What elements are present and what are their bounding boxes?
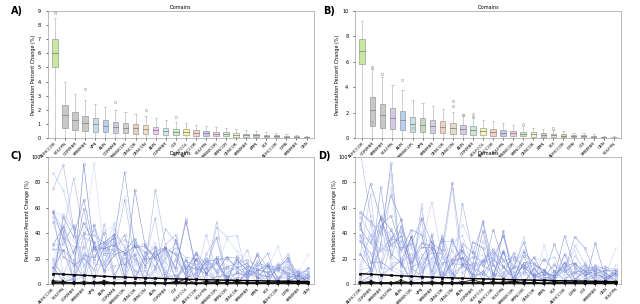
Bar	[274, 135, 279, 137]
Bar	[113, 122, 118, 133]
Bar	[294, 136, 300, 138]
Bar	[153, 126, 159, 134]
Y-axis label: Permutation Percent Change (%): Permutation Percent Change (%)	[335, 34, 340, 115]
Bar	[550, 134, 556, 137]
Bar	[83, 116, 88, 131]
Bar	[541, 133, 546, 137]
Bar	[561, 134, 566, 137]
Bar	[400, 111, 405, 130]
Bar	[420, 118, 426, 133]
Y-axis label: Perturbation Percent Change (%): Perturbation Percent Change (%)	[332, 180, 337, 261]
Y-axis label: Permutation Percent Change (%): Permutation Percent Change (%)	[31, 34, 36, 115]
Bar	[304, 137, 309, 138]
Bar	[510, 131, 516, 136]
Bar	[390, 108, 395, 130]
Bar	[102, 120, 108, 132]
Bar	[62, 105, 68, 128]
Bar	[591, 136, 596, 138]
Bar	[123, 123, 128, 133]
Bar	[450, 123, 456, 134]
Bar	[470, 126, 476, 135]
Bar	[234, 133, 239, 136]
Text: A): A)	[11, 5, 23, 16]
Bar	[581, 136, 586, 137]
Bar	[163, 128, 168, 135]
Bar	[380, 104, 385, 128]
Text: D): D)	[318, 151, 330, 161]
Bar	[143, 125, 148, 134]
Bar	[520, 132, 526, 136]
Bar	[243, 134, 249, 137]
Bar	[264, 135, 269, 137]
Bar	[571, 135, 576, 137]
Bar	[531, 132, 536, 136]
Bar	[360, 39, 365, 64]
Bar	[52, 39, 58, 67]
Bar	[203, 131, 209, 136]
Bar	[480, 128, 486, 135]
X-axis label: Domains: Domains	[477, 161, 499, 167]
Bar	[490, 129, 496, 136]
Text: C): C)	[11, 151, 22, 161]
Bar	[223, 133, 229, 136]
Bar	[183, 130, 189, 136]
Bar	[93, 118, 98, 132]
Bar	[284, 136, 289, 137]
Bar	[460, 125, 466, 134]
Title: Domains: Domains	[477, 5, 499, 10]
Bar	[369, 97, 375, 126]
Bar	[253, 134, 259, 137]
Bar	[213, 132, 219, 136]
Bar	[611, 137, 616, 138]
Title: Domains: Domains	[170, 5, 191, 10]
Bar	[440, 122, 445, 133]
Y-axis label: Perturbation Percent Change (%): Perturbation Percent Change (%)	[24, 180, 29, 261]
Bar	[193, 130, 198, 136]
Bar	[72, 112, 78, 130]
Bar	[430, 120, 435, 133]
Title: Domains: Domains	[477, 151, 499, 156]
Title: Domains: Domains	[170, 151, 191, 156]
Bar	[132, 124, 138, 134]
Bar	[500, 130, 506, 136]
X-axis label: Domains: Domains	[170, 161, 191, 167]
Bar	[601, 137, 607, 138]
Bar	[410, 117, 415, 132]
Bar	[173, 129, 179, 135]
Text: B): B)	[323, 5, 335, 16]
